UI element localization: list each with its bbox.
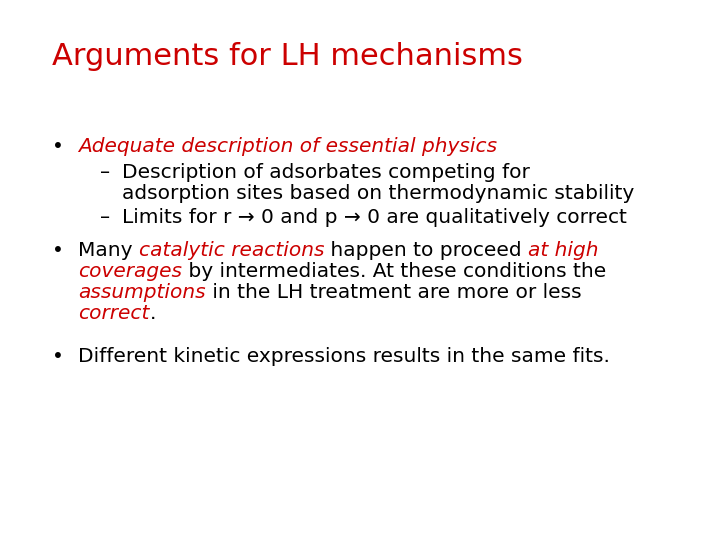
- Text: correct: correct: [78, 304, 149, 323]
- Text: Many: Many: [78, 241, 139, 260]
- Text: at high: at high: [528, 241, 599, 260]
- Text: •: •: [52, 347, 64, 366]
- Text: coverages: coverages: [78, 262, 182, 281]
- Text: •: •: [52, 137, 64, 156]
- Text: catalytic reactions: catalytic reactions: [139, 241, 325, 260]
- Text: adsorption sites based on thermodynamic stability: adsorption sites based on thermodynamic …: [122, 184, 634, 203]
- Text: Limits for r → 0 and p → 0 are qualitatively correct: Limits for r → 0 and p → 0 are qualitati…: [122, 208, 627, 227]
- Text: in the LH treatment are more or less: in the LH treatment are more or less: [206, 283, 581, 302]
- Text: •: •: [52, 241, 64, 260]
- Text: Different kinetic expressions results in the same fits.: Different kinetic expressions results in…: [78, 347, 610, 366]
- Text: –: –: [100, 163, 110, 182]
- Text: Arguments for LH mechanisms: Arguments for LH mechanisms: [52, 42, 523, 71]
- Text: by intermediates. At these conditions the: by intermediates. At these conditions th…: [182, 262, 606, 281]
- Text: Description of adsorbates competing for: Description of adsorbates competing for: [122, 163, 530, 182]
- Text: .: .: [149, 304, 156, 323]
- Text: happen to proceed: happen to proceed: [325, 241, 528, 260]
- Text: –: –: [100, 208, 110, 227]
- Text: assumptions: assumptions: [78, 283, 206, 302]
- Text: Adequate description of essential physics: Adequate description of essential physic…: [78, 137, 497, 156]
